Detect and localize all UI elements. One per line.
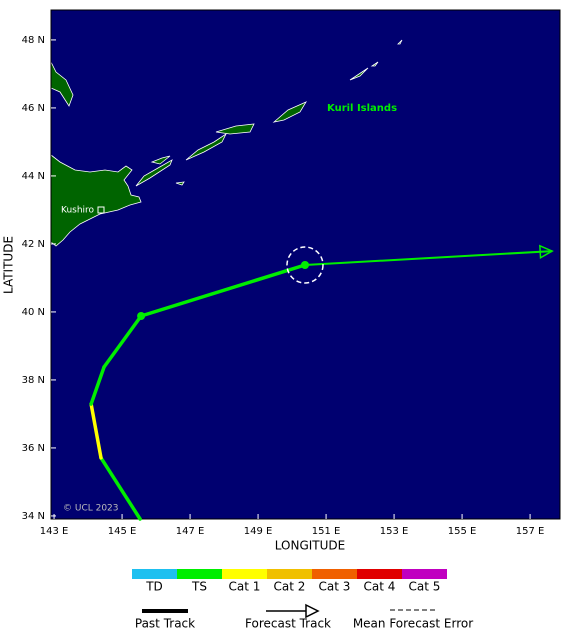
intensity-label: TS bbox=[191, 580, 207, 594]
x-tick-label: 151 E bbox=[312, 526, 341, 537]
track-legend-label: Past Track bbox=[135, 617, 195, 631]
intensity-label: Cat 1 bbox=[229, 580, 261, 594]
past-track-segment bbox=[99, 456, 142, 521]
legend-forecast-arrow bbox=[305, 603, 320, 619]
land bbox=[50, 39, 403, 247]
credit: © UCL 2023 bbox=[63, 504, 119, 514]
y-tick-label: 48 N bbox=[22, 35, 45, 46]
intensity-swatch bbox=[132, 569, 177, 579]
track-legend-label: Forecast Track bbox=[245, 617, 331, 631]
x-tick-label: 157 E bbox=[516, 526, 545, 537]
x-tick-label: 143 E bbox=[40, 526, 69, 537]
intensity-label: Cat 2 bbox=[274, 580, 306, 594]
track-point bbox=[300, 261, 309, 270]
track-legend-label: Mean Forecast Error bbox=[353, 617, 473, 631]
forecast-arrow bbox=[539, 244, 554, 259]
y-tick-label: 36 N bbox=[22, 443, 45, 454]
x-tick-label: 145 E bbox=[108, 526, 137, 537]
intensity-swatch bbox=[312, 569, 357, 579]
x-tick-label: 153 E bbox=[380, 526, 409, 537]
forecast-track bbox=[304, 250, 553, 267]
city-label: Kushiro bbox=[61, 206, 95, 216]
y-tick-label: 40 N bbox=[22, 307, 45, 318]
x-tick-label: 147 E bbox=[176, 526, 205, 537]
y-tick-label: 42 N bbox=[22, 239, 45, 250]
x-axis-label: LONGITUDE bbox=[275, 539, 345, 553]
y-tick-label: 34 N bbox=[22, 511, 45, 522]
x-tick-label: 155 E bbox=[448, 526, 477, 537]
past-track-segment bbox=[89, 402, 103, 460]
y-tick-label: 44 N bbox=[22, 171, 45, 182]
y-tick-label: 46 N bbox=[22, 103, 45, 114]
intensity-label: Cat 4 bbox=[364, 580, 396, 594]
city-marker bbox=[97, 206, 105, 214]
intensity-label: Cat 5 bbox=[409, 580, 441, 594]
track-point bbox=[137, 312, 146, 321]
intensity-swatch bbox=[177, 569, 222, 579]
region-label: Kuril Islands bbox=[327, 103, 397, 114]
intensity-label: TD bbox=[145, 580, 163, 594]
frame bbox=[50, 9, 561, 520]
intensity-swatch bbox=[267, 569, 312, 579]
intensity-swatch bbox=[357, 569, 402, 579]
y-tick-label: 38 N bbox=[22, 375, 45, 386]
x-tick-label: 149 E bbox=[244, 526, 273, 537]
forecast-error-circle bbox=[286, 246, 324, 284]
intensity-swatch bbox=[402, 569, 447, 579]
past-track-segment bbox=[139, 263, 307, 318]
intensity-swatch bbox=[222, 569, 267, 579]
y-axis-label: LATITUDE bbox=[2, 236, 16, 294]
intensity-label: Cat 3 bbox=[319, 580, 351, 594]
past-track-segment bbox=[102, 314, 143, 369]
past-track-segment bbox=[89, 365, 106, 406]
